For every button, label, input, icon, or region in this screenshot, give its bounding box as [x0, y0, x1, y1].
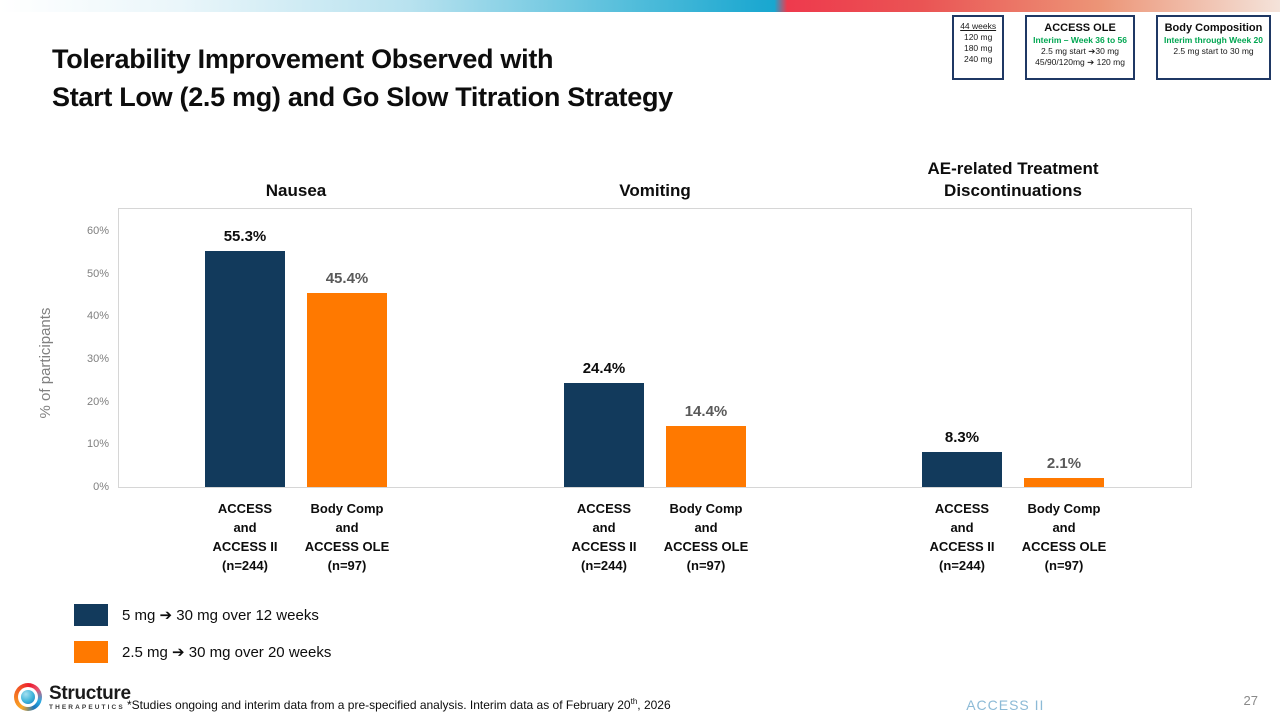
x-axis-label-line: ACCESS [934, 501, 990, 516]
group-title-line: AE-related Treatment [927, 159, 1099, 178]
x-axis-label-line: ACCESS II [929, 539, 995, 554]
x-axis-label-line: (n=244) [581, 558, 627, 573]
bar-value-label: 24.4% [582, 359, 626, 377]
bar-vomiting-series2 [666, 425, 746, 487]
bar-value-label: 8.3% [944, 428, 980, 446]
logo-subname: THERAPEUTICS [49, 703, 125, 711]
top-gradient-bar [0, 0, 1280, 12]
y-tick-label: 20% [86, 395, 109, 408]
x-axis-label-line: Body Comp [669, 501, 743, 516]
chart-legend: 5 mg ➔ 30 mg over 12 weeks 2.5 mg ➔ 30 mg… [74, 604, 331, 678]
x-axis-label-line: Body Comp [310, 501, 384, 516]
bar-value-label: 2.1% [1046, 455, 1082, 473]
bar-nausea-series2 [307, 293, 387, 487]
y-tick-label: 60% [86, 225, 109, 237]
structure-logo: Structure THERAPEUTICS [14, 683, 131, 711]
study-box-line: 44 weeks [960, 21, 997, 31]
study-box-line: 45/90/120mg ➔ 120 mg [1035, 57, 1125, 67]
study-box-title: ACCESS OLE [1044, 22, 1116, 34]
y-tick-label: 30% [86, 353, 109, 365]
study-summary-boxes: ACCESS II 44 weeks 120 mg 180 mg 240 mg ACCES… [952, 15, 1271, 712]
x-axis-label: Body Comp and ACCESS OLE (n=97) [282, 499, 412, 575]
page-number: 27 [1243, 693, 1258, 708]
group-title: Vomiting [504, 180, 806, 202]
bar-ae-related-treatment-series2 [1024, 478, 1104, 487]
study-box-line: 180 mg [963, 43, 993, 53]
x-axis-label-line: Body Comp [1027, 501, 1101, 516]
slide-title-line1: Tolerability Improvement Observed with [52, 44, 554, 74]
y-tick-label: 0% [93, 481, 109, 493]
x-axis-label-line: ACCESS OLE [663, 539, 749, 554]
study-box-3: Body Composition Interim through Week 20 2… [1155, 15, 1271, 80]
x-axis-label-line: and [950, 520, 974, 535]
footnote-superscript: th [630, 697, 638, 706]
bar-nausea-series1 [205, 251, 285, 487]
slide-title-line2: Start Low (2.5 mg) and Go Slow Titration… [52, 82, 673, 112]
x-axis-label-line: (n=244) [222, 558, 268, 573]
y-tick-label: 50% [86, 267, 109, 280]
x-axis-label-line: (n=97) [327, 558, 367, 573]
group-title-line: Nausea [265, 181, 327, 200]
chart-plot: % of participants 0% 10% 20% 30% 40% 50% 60% Na… [37, 159, 1192, 573]
study-box-title: Body Composition [1164, 22, 1263, 34]
legend-swatch [74, 604, 108, 626]
x-axis-label: Body Comp and ACCESS OLE (n=97) [641, 499, 771, 575]
study-box-line: 2.5 mg start to 30 mg [1173, 46, 1254, 56]
bar-value-label: 45.4% [325, 270, 369, 288]
x-axis-label-line: ACCESS OLE [304, 539, 390, 554]
x-axis-label-line: (n=97) [686, 558, 726, 573]
x-axis-label: ACCESS and ACCESS II (n=244) [897, 499, 1027, 575]
y-tick-label: 10% [86, 438, 109, 451]
y-axis-title: % of participants [37, 307, 54, 419]
study-box-line: Interim through Week 20 [1163, 35, 1263, 45]
logo-name: Structure [49, 682, 131, 704]
footnote-text: *Studies ongoing and interim data from a… [127, 698, 631, 712]
study-box-line: 2.5 mg start ➔30 mg [1041, 46, 1120, 56]
x-axis-label: Body Comp and ACCESS OLE (n=97) [999, 499, 1129, 575]
study-box-title: ACCESS II [966, 697, 1045, 713]
x-axis-label: ACCESS and ACCESS II (n=244) [539, 499, 669, 575]
footnote: *Studies ongoing and interim data from a… [127, 697, 671, 712]
x-axis-label-line: ACCESS OLE [1021, 539, 1107, 554]
legend-row-2: 2.5 mg ➔ 30 mg over 20 weeks [74, 641, 331, 663]
group-title: Nausea [145, 180, 447, 202]
bar-vomiting-series1 [564, 382, 644, 487]
x-axis-label-line: and [1052, 520, 1076, 535]
study-box-1: ACCESS II 44 weeks 120 mg 180 mg 240 mg [952, 15, 1043, 712]
legend-row-1: 5 mg ➔ 30 mg over 12 weeks [74, 604, 331, 626]
x-axis-label-line: ACCESS II [571, 539, 637, 554]
x-axis-label-line: and [592, 520, 616, 535]
x-axis-label: ACCESS and ACCESS II (n=244) [180, 499, 310, 575]
legend-label: 5 mg ➔ 30 mg over 12 weeks [122, 607, 319, 624]
x-axis-label-line: ACCESS II [212, 539, 278, 554]
x-axis-label-line: (n=244) [939, 558, 985, 573]
bar-value-label: 14.4% [684, 402, 728, 420]
x-axis-label-line: and [694, 520, 718, 535]
legend-label: 2.5 mg ➔ 30 mg over 20 weeks [122, 644, 332, 661]
group-title: AE-related Treatment Discontinuations [862, 158, 1164, 202]
bar-ae-related-treatment-series1 [922, 451, 1002, 487]
x-axis-label-line: and [335, 520, 359, 535]
x-axis-label-line: ACCESS [576, 501, 632, 516]
y-tick-label: 40% [86, 310, 109, 323]
study-box-line: 240 mg [963, 54, 993, 64]
study-box-2: ACCESS OLE Interim – Week 36 to 56 2.5 mg … [1025, 15, 1135, 80]
structure-logo-icon [14, 683, 42, 711]
bar-value-label: 55.3% [223, 228, 267, 246]
x-axis-label-line: (n=97) [1044, 558, 1084, 573]
footnote-text-end: , 2026 [637, 698, 671, 712]
study-box-line: 120 mg [963, 32, 993, 42]
study-box-line: Interim – Week 36 to 56 [1033, 35, 1127, 45]
legend-swatch [74, 641, 108, 663]
group-title-line: Vomiting [619, 181, 691, 200]
slide-title: Tolerability Improvement Observed with S… [52, 40, 673, 116]
x-axis-label-line: and [233, 520, 257, 535]
x-axis-label-line: ACCESS [217, 501, 273, 516]
group-title-line: Discontinuations [944, 181, 1082, 200]
